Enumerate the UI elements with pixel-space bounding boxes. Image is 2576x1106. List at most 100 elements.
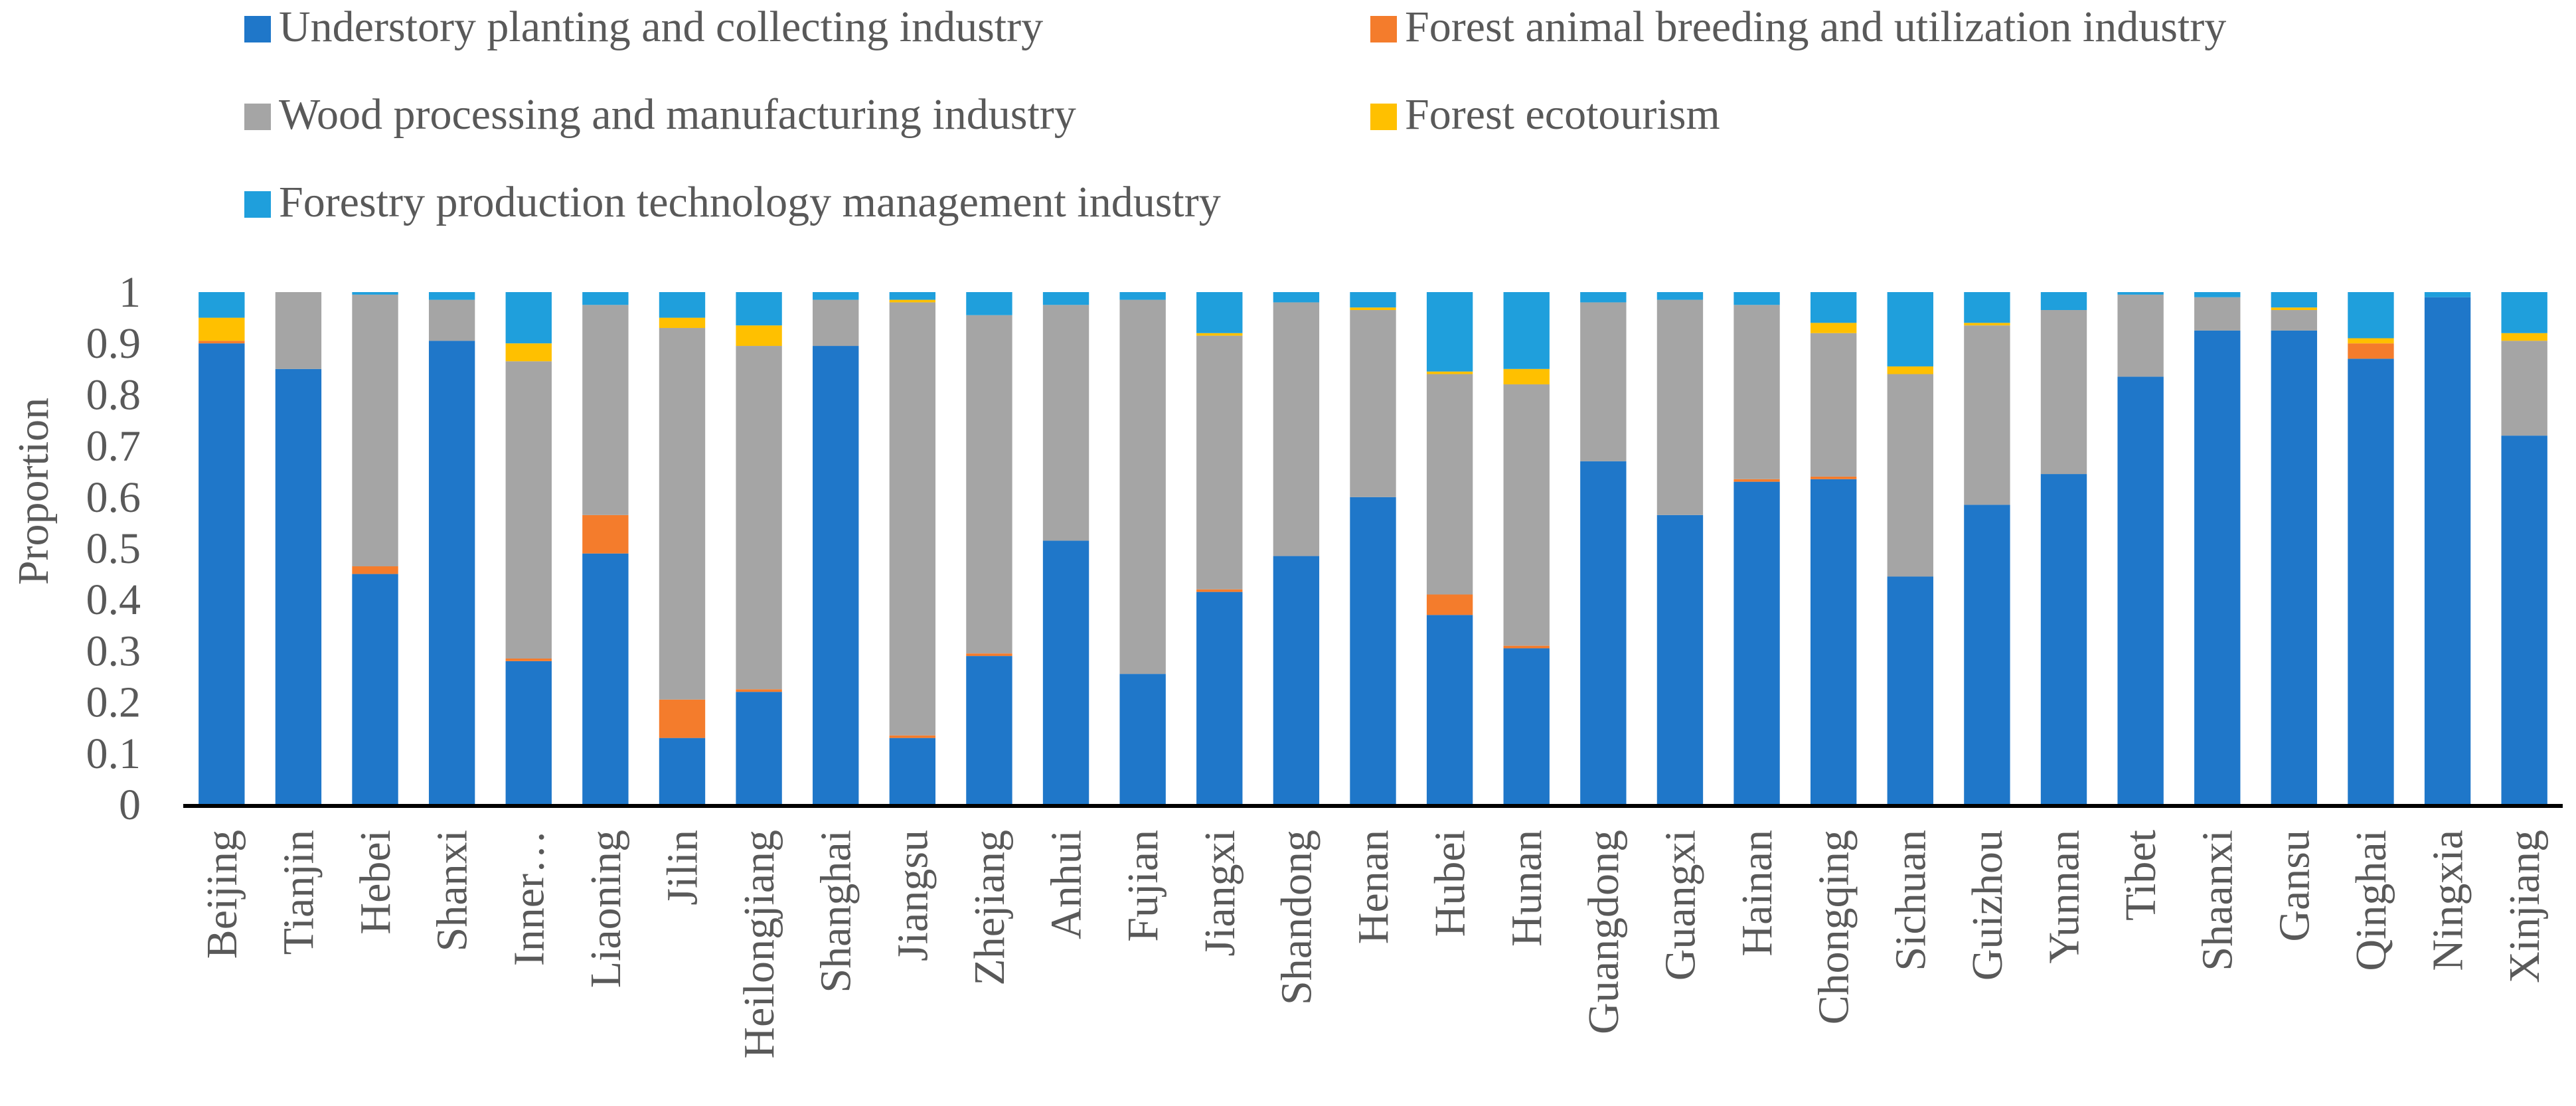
bar-segment-hunan-s2 (1503, 384, 1550, 646)
x-tick-label: Xinjiang (2500, 830, 2549, 983)
bar-segment-henan-s3 (1350, 307, 1396, 311)
x-tick-label: Jiangsu (888, 830, 937, 961)
x-tick-label: Guangdong (1579, 830, 1628, 1034)
x-axis: Beijing Tianjin Hebei Shanxi Inner… Liaoning J… (183, 804, 2563, 1059)
bar-segment-hubei-s4 (1426, 292, 1473, 372)
bar-segment-jiangsu-s2 (889, 302, 936, 736)
bar-segment-chongqing-s4 (1810, 292, 1857, 323)
bar-segment-guangxi-s0 (1656, 514, 1704, 805)
bar-segment-qinghai-s4 (2348, 292, 2394, 339)
bar-segment-gansu-s3 (2271, 307, 2318, 311)
bar-segment-jiangxi-s2 (1196, 335, 1243, 590)
bar-segment-jiangsu-s3 (889, 299, 936, 303)
legend-label: Wood processing and manufacturing indust… (279, 90, 1076, 139)
bar-segment-hunan-s0 (1503, 648, 1550, 805)
x-tick-label: Fujian (1119, 830, 1167, 942)
y-tick-label: 0.3 (86, 627, 141, 675)
bar-segment-inner-s1 (505, 658, 552, 661)
x-tick-label: Tianjin (274, 830, 323, 955)
x-tick-label: Tibet (2117, 830, 2165, 921)
bar-segment-inner-s3 (505, 343, 552, 362)
bar-segment-shandong-s4 (1273, 292, 1320, 303)
x-tick-label: Heilongjiang (735, 830, 783, 1059)
x-tick-label: Hebei (351, 830, 400, 935)
bar-segment-inner-s2 (505, 361, 552, 659)
bar-segment-heilongjiang-s4 (736, 292, 782, 326)
y-tick-label: 0.7 (86, 422, 141, 471)
bar-segment-sichuan-s4 (1887, 292, 1933, 366)
bar-segment-henan-s2 (1350, 310, 1396, 497)
bar-segment-jiangsu-s1 (889, 735, 936, 738)
bar-segment-beijing-s4 (199, 292, 245, 318)
y-tick-label: 1 (119, 268, 141, 317)
bar-segment-xinjiang-s2 (2501, 341, 2547, 436)
y-tick-label: 0.6 (86, 473, 141, 522)
x-tick-label: Henan (1349, 830, 1398, 944)
x-tick-label: Shandong (1272, 830, 1321, 1005)
bar-segment-beijing-s3 (199, 317, 245, 341)
bar-segment-ningxia-s0 (2424, 297, 2471, 805)
x-tick-label: Zhejiang (965, 830, 1014, 986)
bar-segment-hainan-s2 (1733, 305, 1780, 479)
bar-segment-fujian-s0 (1119, 674, 1166, 805)
bar-segment-inner-s4 (505, 292, 552, 344)
x-tick-label: Liaoning (582, 830, 630, 988)
bar-segment-liaoning-s0 (582, 553, 629, 805)
bar-segment-jilin-s4 (659, 292, 706, 318)
bar-segment-xinjiang-s4 (2501, 292, 2547, 333)
legend-swatch (1370, 16, 1397, 42)
bar-segment-henan-s4 (1350, 292, 1396, 308)
bar-segment-guizhou-s2 (1964, 325, 2010, 505)
bar-segment-hainan-s0 (1733, 481, 1780, 805)
bar-segment-hubei-s0 (1426, 615, 1473, 805)
x-tick-label: Hainan (1733, 830, 1781, 957)
legend-label: Forestry production technology managemen… (279, 178, 1221, 226)
x-tick-label: Ningxia (2424, 830, 2472, 971)
bar-segment-sichuan-s2 (1887, 374, 1933, 577)
y-tick-label: 0.1 (86, 730, 141, 778)
y-tick-label: 0.2 (86, 678, 141, 727)
bar-segment-tibet-s4 (2117, 292, 2164, 295)
legend-label: Understory planting and collecting indus… (279, 3, 1043, 51)
bar-segment-hebei-s4 (352, 292, 398, 295)
bar-segment-jiangxi-s3 (1196, 333, 1243, 336)
bar-segment-hainan-s1 (1733, 479, 1780, 482)
legend-swatch (244, 191, 271, 218)
y-tick-label: 0.5 (86, 524, 141, 573)
legend: Understory planting and collecting indus… (244, 3, 2226, 226)
bar-segment-ningxia-s4 (2424, 292, 2471, 297)
bar-segment-guizhou-s0 (1964, 505, 2010, 805)
bar-segment-tibet-s0 (2117, 376, 2164, 805)
bar-segment-hubei-s2 (1426, 374, 1473, 595)
bar-segment-qinghai-s0 (2348, 358, 2394, 805)
bar-segment-guangxi-s4 (1656, 292, 1704, 300)
bars (199, 292, 2547, 805)
bar-segment-jilin-s2 (659, 328, 706, 700)
bar-segment-shanghai-s0 (813, 346, 859, 805)
bar-segment-qinghai-s1 (2348, 343, 2394, 359)
bar-segment-tianjin-s0 (275, 368, 322, 805)
x-tick-label: Jiangxi (1196, 830, 1244, 957)
bar-segment-shaanxi-s0 (2194, 330, 2241, 805)
legend-swatch (244, 104, 271, 130)
bar-segment-jiangxi-s0 (1196, 592, 1243, 805)
bar-segment-inner-s0 (505, 661, 552, 805)
bar-segment-zhejiang-s0 (966, 656, 1012, 805)
bar-segment-hebei-s0 (352, 574, 398, 805)
bar-segment-anhui-s4 (1042, 292, 1089, 305)
x-tick-label: Shanxi (428, 830, 477, 951)
x-tick-label: Jilin (658, 830, 706, 906)
bar-segment-zhejiang-s1 (966, 653, 1012, 657)
bar-segment-xinjiang-s3 (2501, 333, 2547, 341)
bar-segment-shanxi-s4 (428, 292, 475, 300)
bar-segment-hainan-s4 (1733, 292, 1780, 305)
bar-segment-sichuan-s0 (1887, 576, 1933, 805)
bar-segment-gansu-s0 (2271, 330, 2318, 805)
bar-segment-shandong-s0 (1273, 556, 1320, 805)
y-axis-title: Proportion (9, 398, 58, 585)
bar-segment-jiangsu-s0 (889, 738, 936, 805)
bar-segment-qinghai-s3 (2348, 338, 2394, 344)
bar-segment-hubei-s3 (1426, 371, 1473, 374)
bar-segment-gansu-s2 (2271, 310, 2318, 331)
